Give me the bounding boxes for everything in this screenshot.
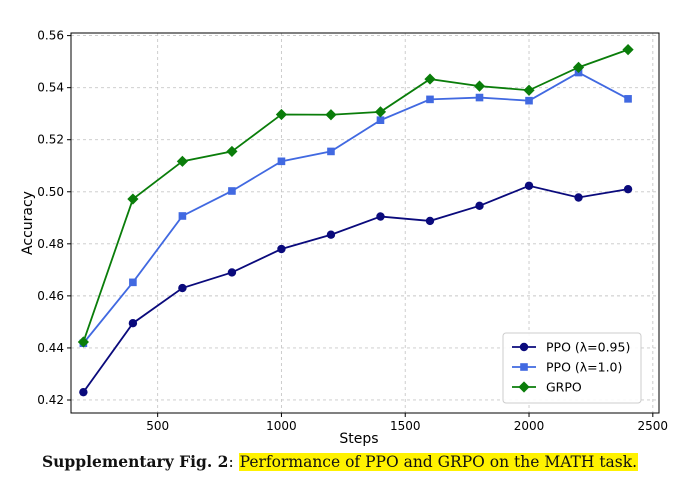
series-2	[79, 68, 632, 348]
series-line	[82, 184, 629, 393]
series-line	[82, 48, 629, 343]
series-3	[77, 44, 634, 348]
legend-label: PPO (λ=1.0)	[546, 360, 622, 375]
series-layer	[77, 44, 634, 397]
y-tick-label: 0.46	[37, 289, 64, 303]
data-point	[623, 184, 633, 194]
caption-text: Performance of PPO and GRPO on the MATH …	[238, 453, 639, 471]
data-point	[574, 193, 583, 202]
data-point	[326, 230, 336, 239]
x-tick-label: 2500	[638, 419, 669, 433]
data-point	[424, 73, 436, 85]
legend-label: GRPO	[546, 380, 582, 395]
y-axis-label: Accuracy	[20, 191, 36, 255]
data-point	[327, 147, 335, 156]
data-point	[572, 61, 585, 73]
data-point	[376, 212, 385, 221]
data-point	[524, 181, 534, 190]
data-point	[226, 145, 238, 158]
y-tick-label: 0.44	[37, 341, 64, 355]
data-point	[523, 84, 535, 96]
data-point	[426, 95, 434, 104]
data-point	[277, 244, 286, 254]
data-point	[622, 44, 634, 56]
axes: 500 1000 1500 2000 2500 0.42 0.44 0.46 0.48 0.50 0…	[37, 29, 668, 433]
data-point	[227, 268, 237, 277]
data-point	[77, 336, 89, 348]
data-point	[127, 193, 139, 205]
data-point	[376, 116, 385, 124]
caption-label: Supplementary Fig. 2	[41, 452, 229, 471]
data-point	[525, 96, 533, 105]
legend-marker	[518, 381, 530, 393]
plot-frame	[70, 32, 660, 414]
legend-label: PPO (λ=0.95)	[546, 340, 630, 355]
x-tick-label: 500	[146, 419, 169, 433]
data-point	[374, 106, 387, 118]
legend-item: PPO (λ=0.95)	[512, 340, 630, 355]
x-tick-label: 1500	[390, 419, 421, 433]
legend-box	[502, 332, 642, 404]
legend-marker	[519, 342, 529, 352]
line-chart: 500 1000 1500 2000 2500 0.42 0.44 0.46 0.48 0.50 0…	[20, 29, 668, 447]
axis-labels: Steps Accuracy	[20, 191, 379, 447]
y-tick-label: 0.56	[37, 29, 64, 43]
data-point	[228, 187, 236, 195]
data-point	[79, 387, 88, 397]
legend-item: PPO (λ=1.0)	[512, 360, 622, 375]
series-line	[82, 71, 629, 344]
x-tick-label: 2000	[514, 419, 545, 433]
data-point	[475, 201, 484, 211]
data-point	[325, 109, 337, 121]
data-point	[475, 93, 484, 102]
data-point	[425, 216, 435, 226]
grid-lines	[71, 33, 659, 413]
legend: PPO (λ=0.95) PPO (λ=1.0) GRPO	[502, 332, 642, 404]
series-1	[79, 181, 633, 397]
data-point	[129, 278, 137, 287]
caption-separator: :	[228, 453, 239, 471]
y-tick-label: 0.52	[37, 133, 64, 147]
data-point	[277, 157, 286, 166]
figure-caption: Supplementary Fig. 2: Performance of PPO…	[0, 452, 680, 471]
y-tick-label: 0.42	[37, 393, 64, 407]
data-point	[275, 108, 288, 121]
data-point	[178, 283, 187, 293]
legend-marker	[520, 363, 528, 371]
x-tick-label: 1000	[266, 419, 297, 433]
legend-item: GRPO	[512, 380, 582, 395]
data-point	[473, 80, 486, 92]
data-point	[176, 155, 189, 167]
data-point	[178, 212, 187, 220]
data-point	[128, 319, 138, 328]
x-axis-label: Steps	[339, 431, 378, 447]
y-tick-label: 0.54	[37, 81, 64, 95]
y-tick-label: 0.50	[37, 185, 64, 199]
y-tick-label: 0.48	[37, 237, 64, 251]
data-point	[624, 95, 632, 103]
